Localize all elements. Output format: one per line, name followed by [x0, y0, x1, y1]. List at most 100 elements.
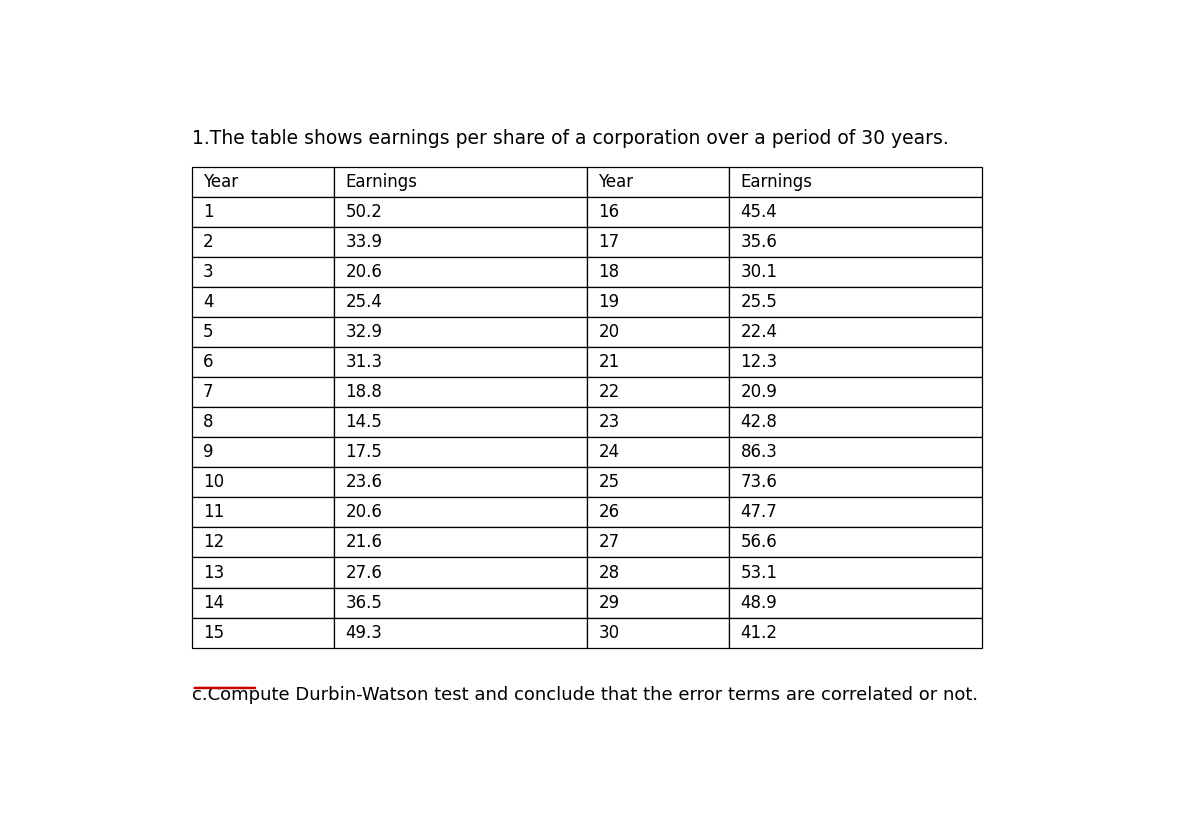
Bar: [192, 438, 334, 468]
Text: 28: 28: [599, 563, 619, 582]
Text: 21: 21: [599, 354, 619, 371]
Text: 45.4: 45.4: [740, 203, 778, 221]
Bar: [192, 468, 334, 498]
Bar: [730, 408, 983, 438]
Text: 21.6: 21.6: [346, 533, 383, 552]
Text: 14.5: 14.5: [346, 414, 382, 431]
Text: 20.6: 20.6: [346, 503, 382, 522]
Text: 14: 14: [203, 593, 224, 612]
Bar: [587, 197, 730, 227]
Text: Earnings: Earnings: [346, 173, 418, 191]
Bar: [730, 527, 983, 557]
Text: 11: 11: [203, 503, 224, 522]
Text: 3: 3: [203, 263, 214, 281]
Bar: [334, 498, 587, 527]
Text: 25.4: 25.4: [346, 293, 382, 311]
Text: 8: 8: [203, 414, 214, 431]
Bar: [587, 317, 730, 347]
Bar: [730, 378, 983, 408]
Bar: [587, 438, 730, 468]
Bar: [730, 587, 983, 617]
Bar: [334, 257, 587, 287]
Bar: [587, 167, 730, 197]
Bar: [730, 197, 983, 227]
Bar: [334, 527, 587, 557]
Text: 18: 18: [599, 263, 619, 281]
Text: 25.5: 25.5: [740, 293, 778, 311]
Bar: [192, 197, 334, 227]
Bar: [192, 617, 334, 647]
Text: 30: 30: [599, 623, 619, 641]
Text: 47.7: 47.7: [740, 503, 778, 522]
Text: 12.3: 12.3: [740, 354, 778, 371]
Bar: [334, 587, 587, 617]
Text: 23: 23: [599, 414, 619, 431]
Text: 30.1: 30.1: [740, 263, 778, 281]
Text: 2: 2: [203, 233, 214, 251]
Bar: [730, 557, 983, 587]
Bar: [730, 617, 983, 647]
Bar: [730, 257, 983, 287]
Bar: [730, 167, 983, 197]
Text: 19: 19: [599, 293, 619, 311]
Text: 10: 10: [203, 473, 224, 492]
Bar: [730, 317, 983, 347]
Text: 13: 13: [203, 563, 224, 582]
Bar: [192, 527, 334, 557]
Text: 42.8: 42.8: [740, 414, 778, 431]
Bar: [334, 347, 587, 378]
Bar: [730, 438, 983, 468]
Text: 23.6: 23.6: [346, 473, 383, 492]
Text: 1: 1: [203, 203, 214, 221]
Text: 27.6: 27.6: [346, 563, 382, 582]
Text: Year: Year: [203, 173, 238, 191]
Bar: [334, 317, 587, 347]
Text: 17.5: 17.5: [346, 443, 382, 462]
Text: 15: 15: [203, 623, 224, 641]
Bar: [192, 347, 334, 378]
Bar: [192, 557, 334, 587]
Bar: [587, 468, 730, 498]
Text: Earnings: Earnings: [740, 173, 812, 191]
Text: 16: 16: [599, 203, 619, 221]
Bar: [334, 557, 587, 587]
Bar: [587, 617, 730, 647]
Bar: [334, 438, 587, 468]
Bar: [192, 408, 334, 438]
Text: 17: 17: [599, 233, 619, 251]
Text: 20: 20: [599, 324, 619, 341]
Text: 49.3: 49.3: [346, 623, 382, 641]
Bar: [730, 227, 983, 257]
Text: 48.9: 48.9: [740, 593, 778, 612]
Text: 56.6: 56.6: [740, 533, 778, 552]
Bar: [587, 498, 730, 527]
Text: c.Compute Durbin-Watson test and conclude that the error terms are correlated or: c.Compute Durbin-Watson test and conclud…: [192, 686, 978, 704]
Text: 35.6: 35.6: [740, 233, 778, 251]
Text: 86.3: 86.3: [740, 443, 778, 462]
Bar: [730, 287, 983, 317]
Text: 24: 24: [599, 443, 619, 462]
Bar: [334, 468, 587, 498]
Text: 27: 27: [599, 533, 619, 552]
Text: 12: 12: [203, 533, 224, 552]
Bar: [192, 227, 334, 257]
Bar: [192, 498, 334, 527]
Bar: [192, 378, 334, 408]
Bar: [192, 287, 334, 317]
Text: 22: 22: [599, 384, 619, 401]
Text: 18.8: 18.8: [346, 384, 382, 401]
Bar: [192, 587, 334, 617]
Text: 6: 6: [203, 354, 214, 371]
Text: 25: 25: [599, 473, 619, 492]
Text: 22.4: 22.4: [740, 324, 778, 341]
Bar: [587, 287, 730, 317]
Bar: [730, 498, 983, 527]
Bar: [587, 557, 730, 587]
Text: 4: 4: [203, 293, 214, 311]
Bar: [587, 408, 730, 438]
Bar: [334, 617, 587, 647]
Text: 5: 5: [203, 324, 214, 341]
Bar: [334, 287, 587, 317]
Text: 9: 9: [203, 443, 214, 462]
Text: 36.5: 36.5: [346, 593, 382, 612]
